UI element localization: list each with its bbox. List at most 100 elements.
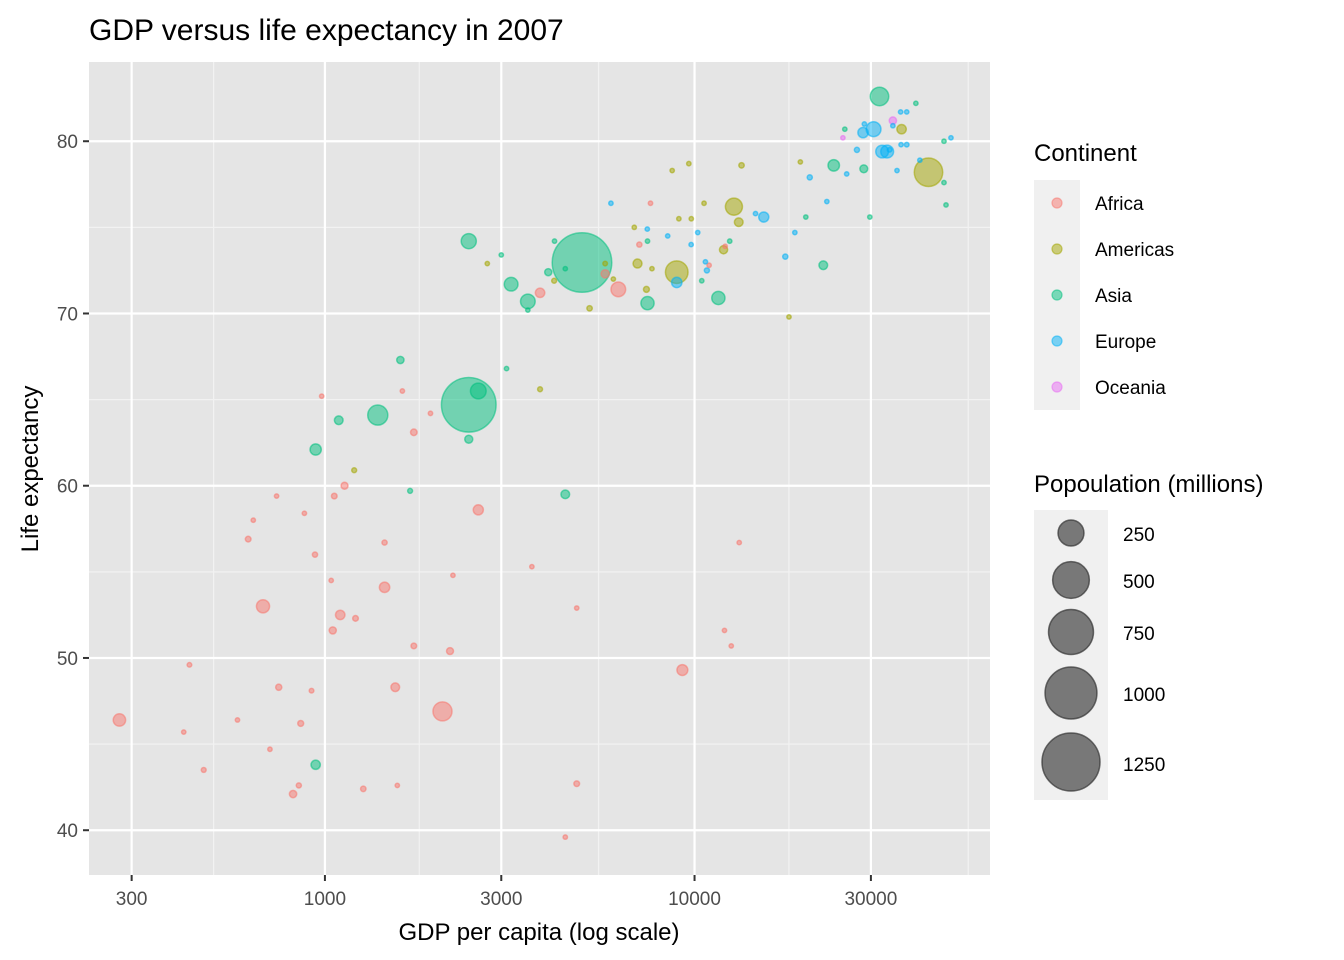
data-point-americas (913, 157, 944, 188)
data-point-europe (886, 146, 893, 153)
data-point-asia (943, 202, 949, 208)
data-point-europe (894, 167, 900, 174)
data-point-africa (295, 782, 303, 789)
legend-label-africa: Africa (1095, 194, 1144, 215)
legend-key-africa (1051, 197, 1063, 209)
data-point-africa (255, 598, 271, 614)
y-tick-label: 60 (57, 477, 78, 498)
data-point-americas (738, 161, 745, 169)
data-point-americas (632, 258, 643, 269)
data-point-europe (757, 211, 770, 223)
data-point-europe (644, 226, 651, 233)
data-point-africa (449, 572, 456, 579)
data-point-americas (631, 224, 638, 231)
data-point-africa (288, 789, 298, 799)
population-legend-title: Popoulation (millions) (1034, 471, 1263, 498)
data-point-africa (273, 493, 280, 500)
data-point-africa (635, 241, 643, 248)
x-axis: 300 1000 3000 10000 30000 (116, 875, 897, 910)
legend-size-label-250: 250 (1123, 525, 1155, 546)
data-point-africa (573, 605, 580, 611)
data-point-africa (328, 577, 335, 584)
legend-size-key-250 (1057, 519, 1085, 547)
data-point-asia (640, 295, 655, 311)
data-point-europe (694, 229, 701, 236)
data-point-africa (534, 287, 546, 299)
data-point-asia (551, 231, 613, 294)
data-point-africa (334, 609, 346, 621)
data-point-africa (378, 581, 391, 594)
data-point-africa (308, 687, 315, 694)
data-point-americas (484, 260, 491, 267)
data-point-europe (861, 121, 868, 127)
data-point-africa (610, 281, 627, 298)
data-point-asia (560, 489, 571, 500)
legend-label-asia: Asia (1095, 286, 1132, 307)
data-point-asia (309, 443, 323, 456)
data-point-africa (186, 661, 193, 668)
x-tick-label: 300 (116, 889, 148, 910)
data-point-europe (857, 126, 869, 139)
data-point-asia (469, 382, 487, 400)
legend-size-key-1250 (1041, 732, 1101, 792)
chart-title: GDP versus life expectancy in 2007 (89, 14, 564, 47)
data-point-africa (340, 481, 349, 490)
data-point-asia (310, 759, 322, 771)
data-points (112, 86, 954, 841)
data-point-europe (664, 233, 671, 239)
legend-size-label-750: 750 (1123, 624, 1155, 645)
data-point-asia (818, 260, 829, 271)
population-legend: Popoulation (millions) 250 500 750 1000 1250 (1034, 471, 1263, 800)
data-point-africa (390, 682, 401, 693)
data-point-europe (791, 229, 798, 236)
data-point-europe (823, 198, 830, 205)
data-point-asia (869, 86, 890, 107)
data-point-americas (586, 304, 594, 312)
data-point-asia (498, 251, 505, 258)
data-point-americas (350, 467, 358, 474)
data-point-africa (432, 701, 453, 722)
data-point-americas (550, 277, 558, 284)
legend-key-oceania (1051, 381, 1063, 393)
data-point-europe (889, 122, 896, 129)
data-point-europe (916, 157, 923, 164)
data-point-americas (733, 217, 744, 228)
data-point-asia (912, 100, 919, 107)
data-point-africa (721, 627, 728, 634)
data-point-europe (607, 200, 614, 207)
legend-key-europe (1051, 335, 1063, 347)
data-point-asia (395, 355, 405, 365)
data-point-europe (702, 258, 709, 265)
legend-key-asia (1051, 289, 1063, 301)
legend-size-key-500 (1051, 560, 1091, 600)
data-point-europe (853, 146, 861, 154)
data-point-oceania (839, 134, 846, 141)
data-point-africa (399, 388, 406, 394)
x-axis-title: GDP per capita (log scale) (398, 919, 679, 946)
data-point-africa (736, 539, 743, 546)
data-point-americas (610, 276, 617, 282)
data-point-africa (328, 626, 338, 635)
data-point-africa (528, 563, 535, 570)
data-point-europe (781, 253, 789, 260)
data-point-asia (503, 276, 519, 292)
continent-legend-title: Continent (1034, 140, 1137, 167)
y-tick-label: 80 (57, 132, 78, 153)
x-tick-label: 1000 (304, 889, 346, 910)
data-point-africa (647, 200, 654, 207)
data-point-africa (274, 683, 283, 692)
data-point-africa (728, 642, 735, 649)
data-point-asia (866, 214, 873, 220)
data-point-africa (234, 717, 241, 723)
data-point-asia (644, 238, 651, 245)
data-point-africa (472, 504, 485, 516)
data-point-americas (685, 160, 692, 167)
data-point-americas (669, 167, 676, 174)
data-point-europe (670, 276, 683, 289)
x-tick-label: 10000 (668, 889, 721, 910)
y-tick-label: 70 (57, 304, 78, 325)
data-point-asia (463, 434, 474, 444)
data-point-europe (903, 109, 910, 115)
plot-panel (89, 62, 990, 875)
data-point-americas (688, 215, 695, 222)
